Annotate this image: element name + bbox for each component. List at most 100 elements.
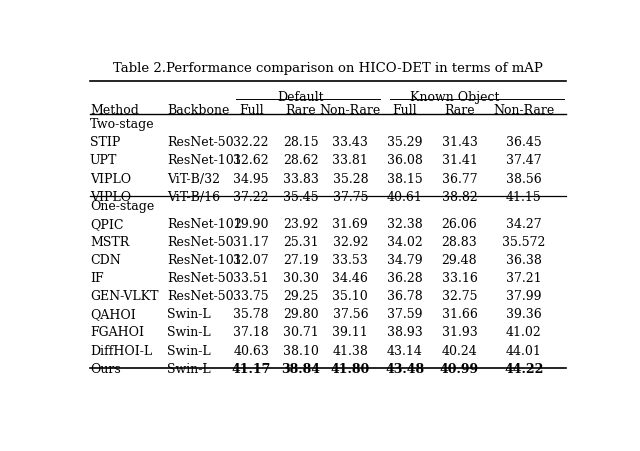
Text: ResNet-50: ResNet-50: [167, 272, 234, 285]
Text: IF: IF: [90, 272, 104, 285]
Text: ViT-B/32: ViT-B/32: [167, 172, 220, 185]
Text: 34.79: 34.79: [387, 253, 422, 267]
Text: 38.56: 38.56: [506, 172, 542, 185]
Text: 30.30: 30.30: [283, 272, 319, 285]
Text: 36.78: 36.78: [387, 290, 423, 303]
Text: 38.93: 38.93: [387, 326, 423, 339]
Text: 28.83: 28.83: [442, 235, 477, 249]
Text: 33.81: 33.81: [332, 154, 368, 167]
Text: 32.92: 32.92: [333, 235, 368, 249]
Text: 36.38: 36.38: [506, 253, 542, 267]
Text: QAHOI: QAHOI: [90, 308, 136, 321]
Text: 37.22: 37.22: [234, 190, 269, 203]
Text: 27.19: 27.19: [283, 253, 319, 267]
Text: 35.28: 35.28: [333, 172, 368, 185]
Text: VIPLO: VIPLO: [90, 190, 131, 203]
Text: 43.14: 43.14: [387, 344, 423, 357]
Text: 32.62: 32.62: [234, 154, 269, 167]
Text: 34.02: 34.02: [387, 235, 423, 249]
Text: 29.90: 29.90: [234, 217, 269, 230]
Text: 29.48: 29.48: [442, 253, 477, 267]
Text: 31.69: 31.69: [332, 217, 368, 230]
Text: VIPLO: VIPLO: [90, 172, 131, 185]
Text: 33.83: 33.83: [283, 172, 319, 185]
Text: 32.22: 32.22: [234, 136, 269, 149]
Text: GEN-VLKT: GEN-VLKT: [90, 290, 159, 303]
Text: 31.66: 31.66: [442, 308, 477, 321]
Text: 34.27: 34.27: [506, 217, 541, 230]
Text: ViT-B/16: ViT-B/16: [167, 190, 220, 203]
Text: ResNet-50: ResNet-50: [167, 136, 234, 149]
Text: 30.71: 30.71: [283, 326, 319, 339]
Text: Two-stage: Two-stage: [90, 118, 154, 131]
Text: 36.08: 36.08: [387, 154, 423, 167]
Text: ResNet-50: ResNet-50: [167, 235, 234, 249]
Text: 28.62: 28.62: [283, 154, 319, 167]
Text: Known Object: Known Object: [410, 91, 499, 104]
Text: One-stage: One-stage: [90, 199, 154, 212]
Text: FGAHOI: FGAHOI: [90, 326, 144, 339]
Text: UPT: UPT: [90, 154, 117, 167]
Text: Rare: Rare: [285, 104, 316, 117]
Text: 38.84: 38.84: [281, 362, 320, 375]
Text: Swin-L: Swin-L: [167, 308, 211, 321]
Text: 41.02: 41.02: [506, 326, 542, 339]
Text: QPIC: QPIC: [90, 217, 124, 230]
Text: 41.17: 41.17: [232, 362, 271, 375]
Text: 39.36: 39.36: [506, 308, 542, 321]
Text: DiffHOI-L: DiffHOI-L: [90, 344, 152, 357]
Text: 33.16: 33.16: [442, 272, 477, 285]
Text: 33.53: 33.53: [332, 253, 368, 267]
Text: 26.06: 26.06: [442, 217, 477, 230]
Text: Table 2.Performance comparison on HICO-DET in terms of mAP: Table 2.Performance comparison on HICO-D…: [113, 62, 543, 75]
Text: Swin-L: Swin-L: [167, 362, 211, 375]
Text: 40.61: 40.61: [387, 190, 423, 203]
Text: 31.17: 31.17: [233, 235, 269, 249]
Text: 32.07: 32.07: [234, 253, 269, 267]
Text: 35.45: 35.45: [283, 190, 319, 203]
Text: 41.38: 41.38: [332, 344, 368, 357]
Text: ResNet-50: ResNet-50: [167, 290, 234, 303]
Text: Backbone: Backbone: [167, 104, 229, 117]
Text: ResNet-101: ResNet-101: [167, 154, 241, 167]
Text: 36.77: 36.77: [442, 172, 477, 185]
Text: 37.75: 37.75: [333, 190, 368, 203]
Text: 32.38: 32.38: [387, 217, 423, 230]
Text: 38.82: 38.82: [442, 190, 477, 203]
Text: Swin-L: Swin-L: [167, 344, 211, 357]
Text: 37.56: 37.56: [333, 308, 368, 321]
Text: Rare: Rare: [444, 104, 475, 117]
Text: 35.78: 35.78: [234, 308, 269, 321]
Text: Non-Rare: Non-Rare: [493, 104, 554, 117]
Text: 37.59: 37.59: [387, 308, 422, 321]
Text: 40.63: 40.63: [233, 344, 269, 357]
Text: Non-Rare: Non-Rare: [320, 104, 381, 117]
Text: 23.92: 23.92: [283, 217, 319, 230]
Text: 37.99: 37.99: [506, 290, 541, 303]
Text: Full: Full: [239, 104, 264, 117]
Text: 41.80: 41.80: [331, 362, 370, 375]
Text: CDN: CDN: [90, 253, 121, 267]
Text: Method: Method: [90, 104, 139, 117]
Text: 25.31: 25.31: [283, 235, 319, 249]
Text: 33.43: 33.43: [332, 136, 368, 149]
Text: 33.75: 33.75: [234, 290, 269, 303]
Text: STIP: STIP: [90, 136, 120, 149]
Text: 31.41: 31.41: [442, 154, 477, 167]
Text: 44.22: 44.22: [504, 362, 543, 375]
Text: 29.80: 29.80: [283, 308, 319, 321]
Text: 40.99: 40.99: [440, 362, 479, 375]
Text: 38.15: 38.15: [387, 172, 423, 185]
Text: 28.15: 28.15: [283, 136, 319, 149]
Text: 37.47: 37.47: [506, 154, 541, 167]
Text: 31.93: 31.93: [442, 326, 477, 339]
Text: 35.29: 35.29: [387, 136, 422, 149]
Text: 35.572: 35.572: [502, 235, 546, 249]
Text: 33.51: 33.51: [233, 272, 269, 285]
Text: 36.45: 36.45: [506, 136, 542, 149]
Text: Full: Full: [392, 104, 417, 117]
Text: 34.95: 34.95: [234, 172, 269, 185]
Text: Ours: Ours: [90, 362, 121, 375]
Text: 31.43: 31.43: [442, 136, 477, 149]
Text: 44.01: 44.01: [506, 344, 542, 357]
